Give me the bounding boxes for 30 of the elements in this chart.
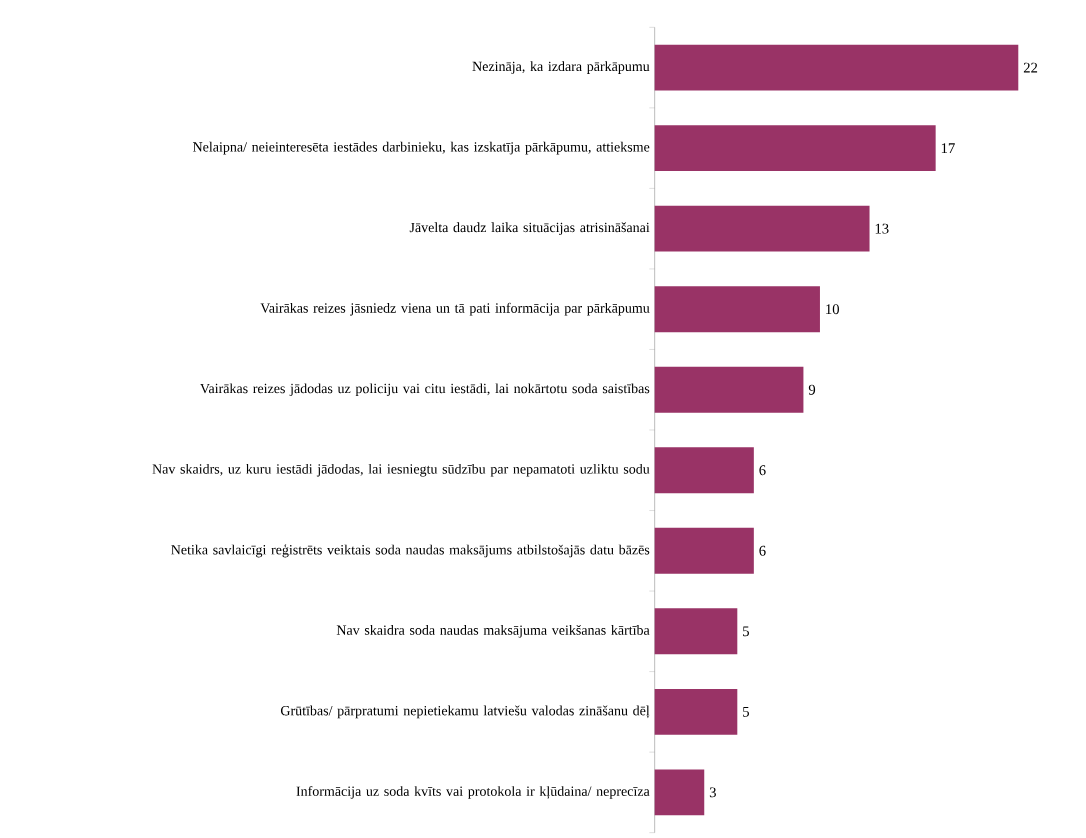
bar	[654, 205, 870, 252]
y-tick-label: Netika savlaicīgi reģistrēts veiktais soda naudas maksājums atbilstošajās datu bāzēs	[171, 544, 650, 558]
bar	[654, 286, 820, 333]
data-label: 9	[808, 384, 816, 395]
y-tick-label: Grūtības/ pārpratumi nepietiekamu latviešu valodas zināšanu dēļ	[280, 705, 650, 719]
y-tick-label: Vairākas reizes jāsniedz viena un tā pati informācija par pārkāpumu	[260, 302, 650, 316]
bar	[654, 527, 754, 574]
y-tick-label: Nezināja, ka izdara pārkāpumu	[472, 61, 650, 74]
bar	[654, 608, 738, 655]
data-label: 17	[941, 143, 955, 153]
bar	[654, 44, 1019, 91]
data-label: 3	[709, 787, 716, 798]
data-label: 10	[826, 304, 839, 315]
y-tick-label: Jāvelta daudz laika situācijas atrisināšanai	[409, 222, 650, 236]
bar	[654, 125, 936, 172]
bar	[654, 447, 754, 494]
y-tick-label: Informācija uz soda kvīts vai protokola ir kļūdaina/ neprecīza	[296, 785, 650, 799]
y-tick-label: Nav skaidra soda naudas maksājuma veikšanas kārtība	[336, 624, 650, 638]
y-tick-label: Nelaipna/ neieinteresēta iestādes darbinieku, kas izskatīja pārkāpumu, attieksme	[192, 141, 650, 155]
bar	[654, 688, 738, 735]
data-label: 5	[743, 626, 749, 637]
data-label: 6	[759, 545, 766, 556]
y-tick-label: Vairākas reizes jādodas uz policiju vai citu iestādi, lai nokārtotu soda saistības	[200, 383, 650, 397]
data-label: 22	[1023, 62, 1038, 73]
data-label: 6	[759, 465, 766, 476]
data-label: 13	[875, 223, 889, 234]
y-tick-label: Nav skaidrs, uz kuru iestādi jādodas, lai iesniegtu sūdzību par nepamatoti uzliktu sodu	[152, 463, 650, 477]
bar	[654, 769, 705, 816]
bar	[654, 366, 804, 413]
data-label: 5	[743, 706, 749, 717]
